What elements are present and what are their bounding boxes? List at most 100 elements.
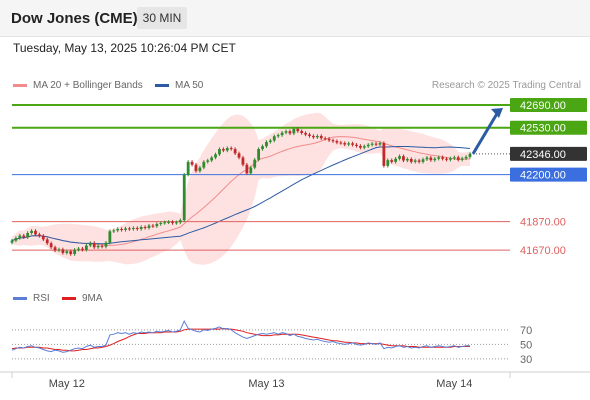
candle-body xyxy=(331,140,335,142)
candle-body xyxy=(288,131,292,134)
candle-body xyxy=(163,222,167,224)
candle-body xyxy=(417,160,421,162)
candle-body xyxy=(53,247,57,251)
candle-body xyxy=(88,242,92,246)
candle-body xyxy=(120,229,124,231)
candle-body xyxy=(202,161,206,168)
chart-header: Dow Jones (CME) 30 MIN xyxy=(0,0,590,37)
candle-body xyxy=(171,221,174,224)
candle-body xyxy=(358,145,362,148)
legend-9ma-label: 9MA xyxy=(82,293,103,304)
candle-body xyxy=(245,164,249,174)
legend-9ma: 9MA xyxy=(62,293,103,304)
candle-body xyxy=(229,148,233,150)
candle-body xyxy=(402,156,405,161)
candle-body xyxy=(131,228,135,230)
candle-body xyxy=(135,228,139,230)
ma50-line xyxy=(11,146,471,245)
candle-body xyxy=(261,146,264,150)
candle-body xyxy=(464,156,468,159)
candle-body xyxy=(237,153,241,158)
candle-body xyxy=(45,239,49,244)
candle-body xyxy=(374,143,378,145)
candle-body xyxy=(460,158,464,160)
candle-body xyxy=(155,224,159,227)
candle-body xyxy=(218,149,221,155)
candle-body xyxy=(49,243,53,248)
candle-body xyxy=(18,235,22,238)
candle-body xyxy=(112,230,116,232)
candle-body xyxy=(81,248,84,250)
candle-body xyxy=(429,157,433,161)
level-tag-resistance xyxy=(510,97,587,112)
rsi-swatch xyxy=(13,296,27,300)
candle-body xyxy=(65,251,69,253)
candle-body xyxy=(351,143,354,145)
candle-body xyxy=(147,225,151,228)
candle-body xyxy=(362,146,366,148)
candle-body xyxy=(233,149,237,154)
candle-body xyxy=(339,142,343,144)
candle-body xyxy=(437,157,441,159)
candle-body xyxy=(22,235,26,238)
candle-body xyxy=(304,132,307,135)
candle-body xyxy=(347,143,351,145)
candle-body xyxy=(77,248,80,250)
candle-body xyxy=(57,249,61,251)
candle-body xyxy=(268,140,272,142)
candle-body xyxy=(296,128,300,132)
datetime-label: Tuesday, May 13, 2025 10:26:04 PM CET xyxy=(13,41,236,55)
ma9-swatch xyxy=(62,296,76,300)
candle-body xyxy=(241,157,245,165)
candle-body xyxy=(92,242,96,248)
candle-body xyxy=(38,234,41,236)
legend-ma50-label: MA 50 xyxy=(175,80,204,91)
candle-body xyxy=(421,159,425,162)
candle-body xyxy=(445,158,448,160)
candle-body xyxy=(84,245,88,250)
bollinger-band xyxy=(12,112,470,265)
candle-body xyxy=(124,228,127,230)
candle-body xyxy=(409,159,413,162)
candle-body xyxy=(280,132,284,136)
candle-body xyxy=(300,131,304,133)
legend-bollinger: MA 20 + Bollinger Bands xyxy=(13,80,143,91)
candle-body xyxy=(73,249,77,255)
x-tick-label: May 13 xyxy=(248,378,284,390)
candle-body xyxy=(335,141,339,143)
candle-body xyxy=(100,245,104,247)
candle-body xyxy=(292,128,296,134)
candle-body xyxy=(355,144,358,146)
candle-body xyxy=(382,143,386,166)
candle-body xyxy=(425,157,429,160)
legend-bollinger-label: MA 20 + Bollinger Bands xyxy=(33,80,143,91)
candle-body xyxy=(178,220,182,223)
credit-text: Research © 2025 Trading Central xyxy=(431,80,581,91)
candle-body xyxy=(284,131,288,133)
candle-body xyxy=(159,223,163,225)
candle-body xyxy=(398,156,401,159)
candle-body xyxy=(225,148,229,151)
level-label-support: 42200.00 xyxy=(520,170,566,182)
rsi-level-label: 30 xyxy=(520,354,532,366)
candle-body xyxy=(206,160,210,162)
candle-body xyxy=(308,134,311,136)
candle-body xyxy=(386,160,390,166)
x-tick-label: May 12 xyxy=(49,378,85,390)
candle-body xyxy=(69,251,73,255)
candle-body xyxy=(257,149,261,160)
candle-body xyxy=(323,138,327,140)
candle-body xyxy=(405,159,409,161)
candle-body xyxy=(253,159,257,168)
candle-body xyxy=(104,242,108,247)
candle-body xyxy=(449,158,452,160)
candle-body xyxy=(96,245,100,248)
candle-body xyxy=(128,228,131,230)
candle-body xyxy=(182,174,186,221)
candle-body xyxy=(61,249,65,253)
level-label-target: 41670.00 xyxy=(520,245,566,257)
candle-body xyxy=(413,160,417,162)
candle-body xyxy=(378,143,382,145)
timeframe-button[interactable]: 30 MIN xyxy=(137,7,187,29)
